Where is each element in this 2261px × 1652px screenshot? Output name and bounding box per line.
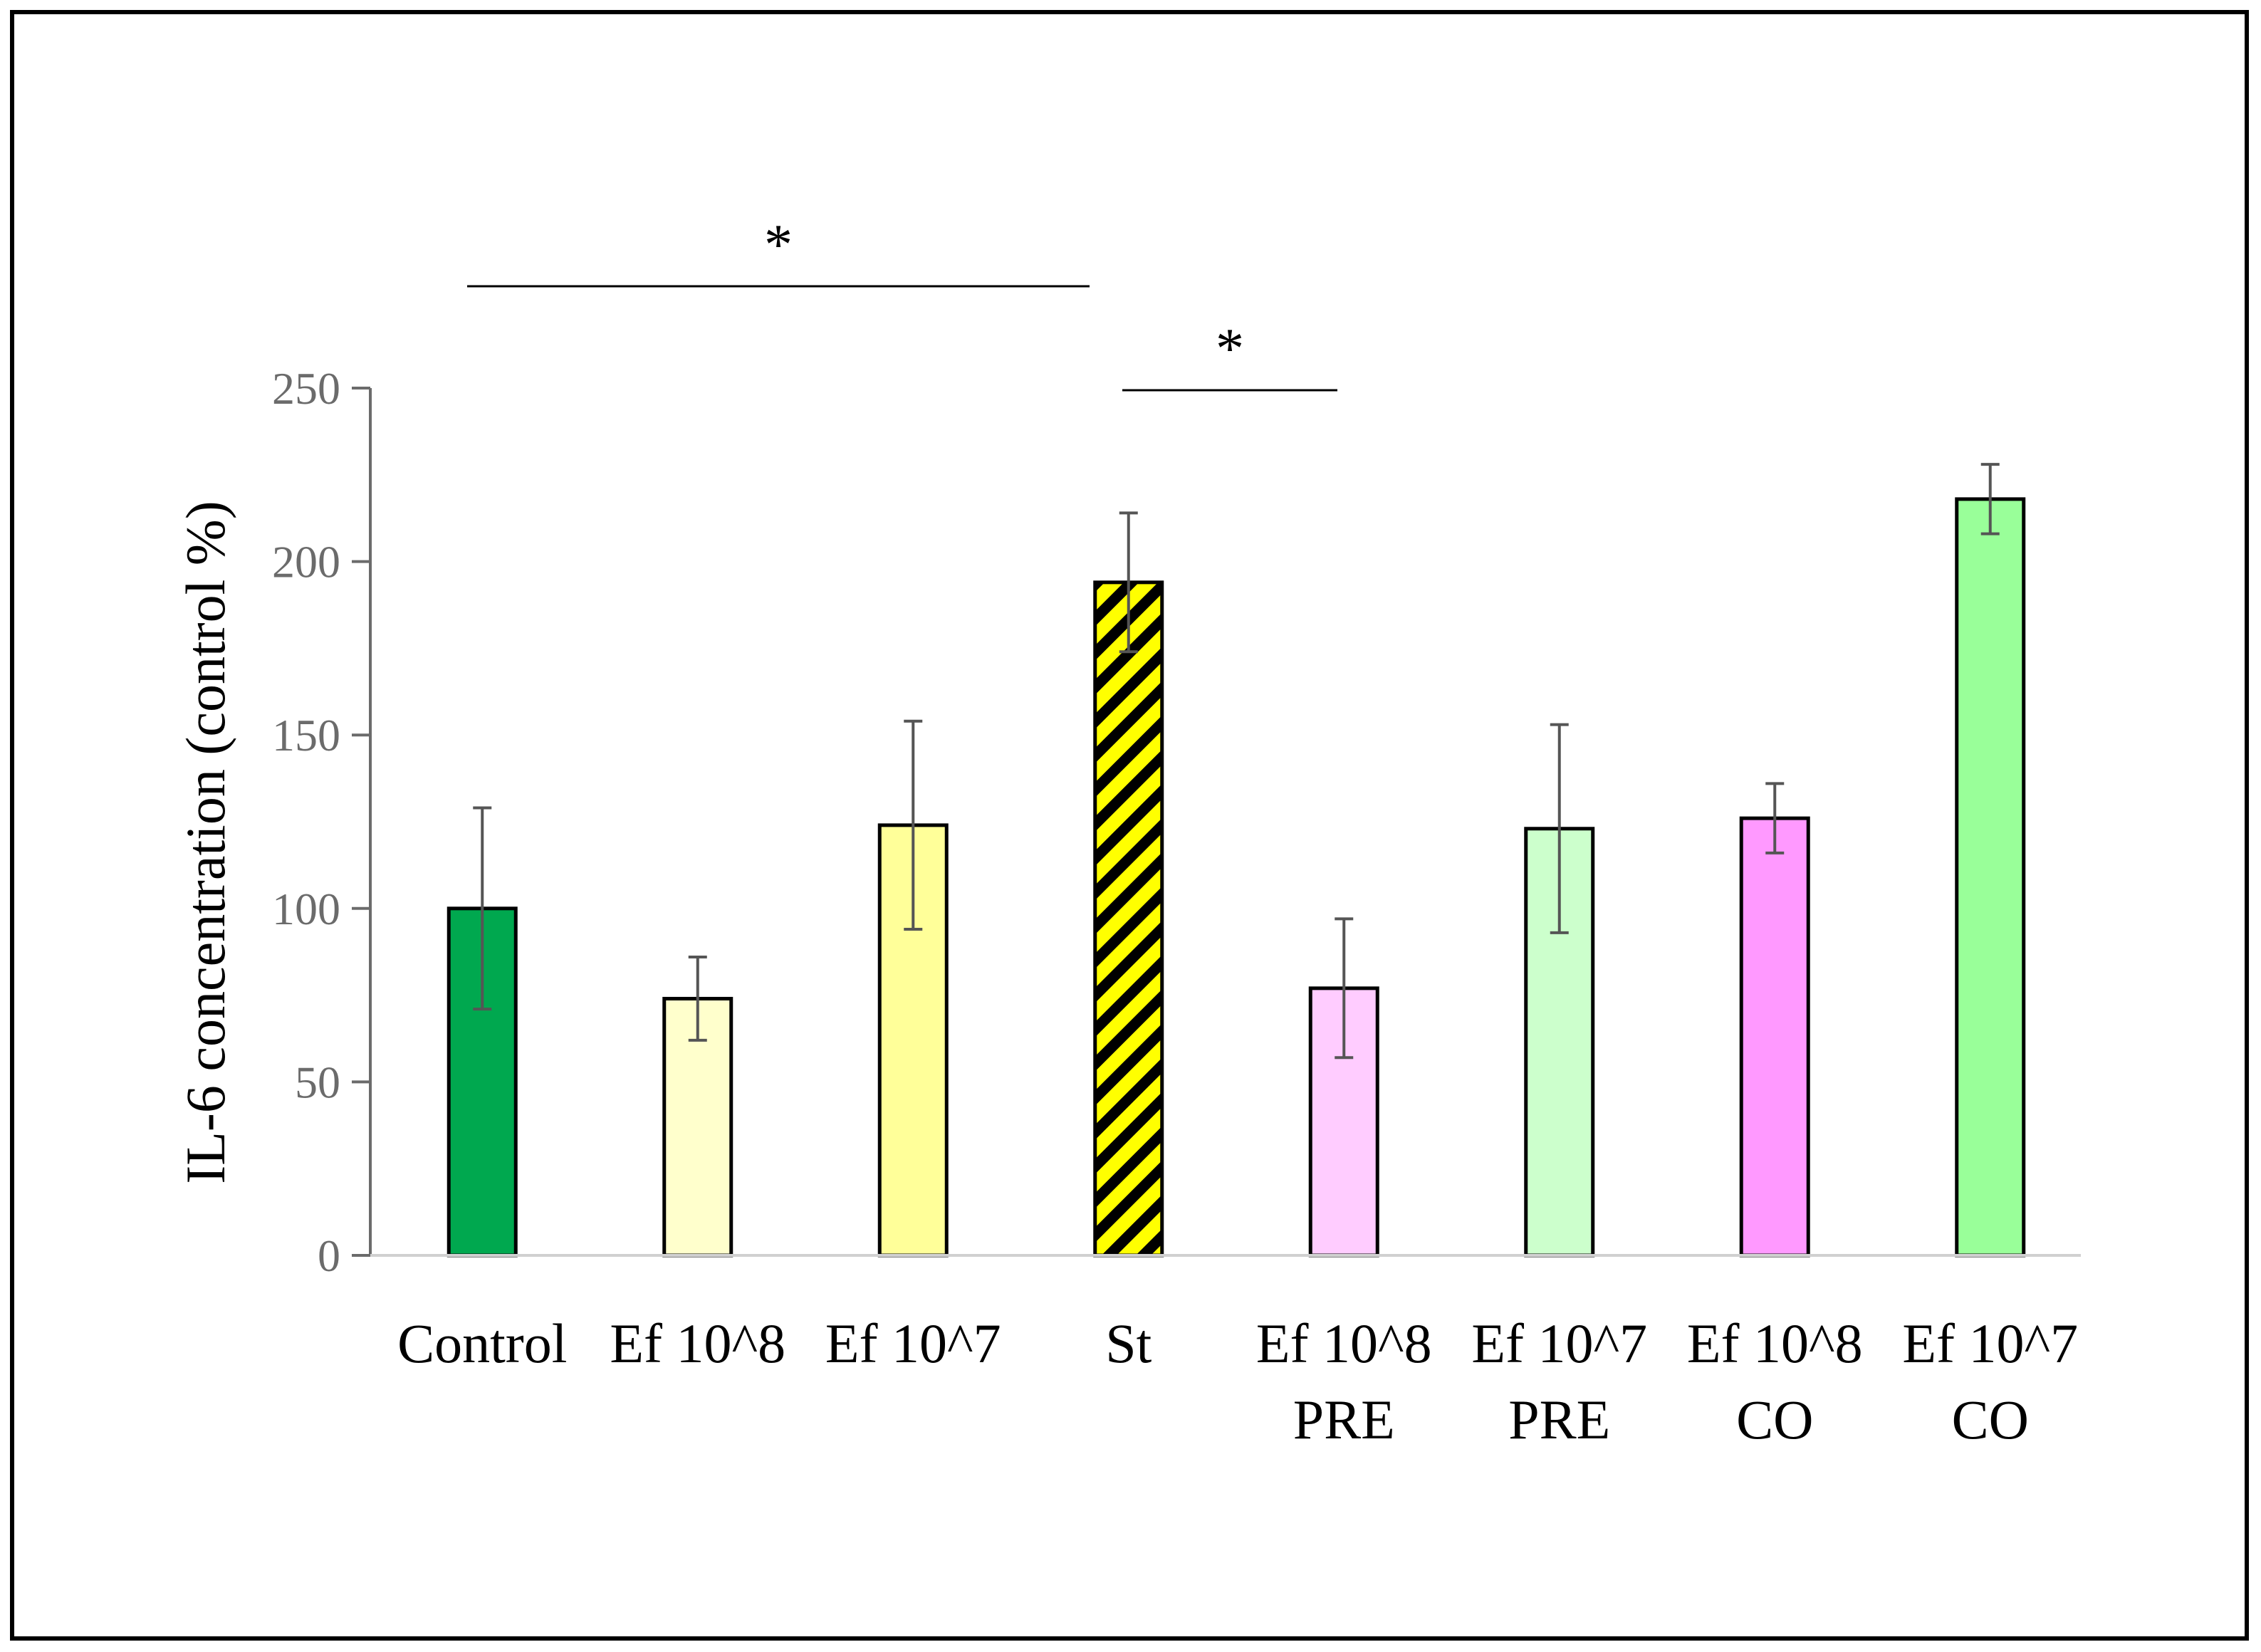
category-label: CO xyxy=(1736,1389,1813,1450)
category-label: Ef 10^8 xyxy=(1687,1312,1863,1374)
y-tick-label: 200 xyxy=(272,537,340,587)
category-label: Ef 10^7 xyxy=(825,1312,1001,1374)
category-label: Ef 10^7 xyxy=(1471,1312,1647,1374)
bar[interactable] xyxy=(1739,816,1810,1258)
y-tick-label: 100 xyxy=(272,884,340,934)
bar-chart: 0 50 100 150 200 250 Control Ef 10^8 Ef 10^7 St E… xyxy=(174,214,2081,1450)
error-bar xyxy=(1119,511,1138,654)
error-bar xyxy=(1765,782,1785,854)
x-axis: Control Ef 10^8 Ef 10^7 St Ef 10^8 PRE Ef 10^7… xyxy=(370,1254,2081,1450)
y-axis-title: IL-6 concentration (control %) xyxy=(174,501,236,1183)
category-label: PRE xyxy=(1508,1389,1610,1450)
y-tick-label: 150 xyxy=(272,710,340,760)
category-label: Ef 10^8 xyxy=(1256,1312,1432,1374)
significance-star: * xyxy=(1216,318,1244,380)
error-bar xyxy=(1335,917,1354,1060)
error-bars xyxy=(473,463,2000,1060)
significance-bracket: * xyxy=(1122,318,1337,392)
error-bar xyxy=(904,719,923,931)
significance-star: * xyxy=(764,214,793,276)
category-label: CO xyxy=(1952,1389,2029,1450)
bars xyxy=(447,497,2026,1258)
error-bar xyxy=(1550,723,1569,934)
significance-markers: ** xyxy=(467,214,1337,392)
category-label: Control xyxy=(397,1312,567,1374)
significance-bracket: * xyxy=(467,214,1090,288)
y-tick-label: 50 xyxy=(295,1057,340,1107)
error-bar xyxy=(473,806,492,1011)
error-bar xyxy=(688,956,707,1042)
error-bar xyxy=(1980,463,2000,535)
category-label: Ef 10^7 xyxy=(1902,1312,2078,1374)
category-label: PRE xyxy=(1293,1389,1395,1450)
category-label: Ef 10^8 xyxy=(610,1312,785,1374)
y-tick-label: 0 xyxy=(318,1230,340,1281)
y-axis: 0 50 100 150 200 250 xyxy=(272,363,372,1281)
bar[interactable] xyxy=(1955,497,2026,1258)
category-label: St xyxy=(1105,1312,1152,1374)
y-tick-label: 250 xyxy=(272,363,340,414)
chart-frame: 0 50 100 150 200 250 Control Ef 10^8 Ef 10^7 St E… xyxy=(10,10,2249,1641)
bar[interactable] xyxy=(1093,580,1164,1258)
